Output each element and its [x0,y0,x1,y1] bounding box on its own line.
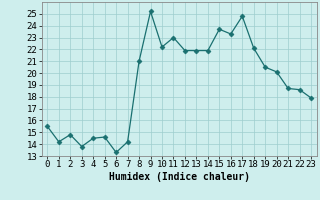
X-axis label: Humidex (Indice chaleur): Humidex (Indice chaleur) [109,172,250,182]
